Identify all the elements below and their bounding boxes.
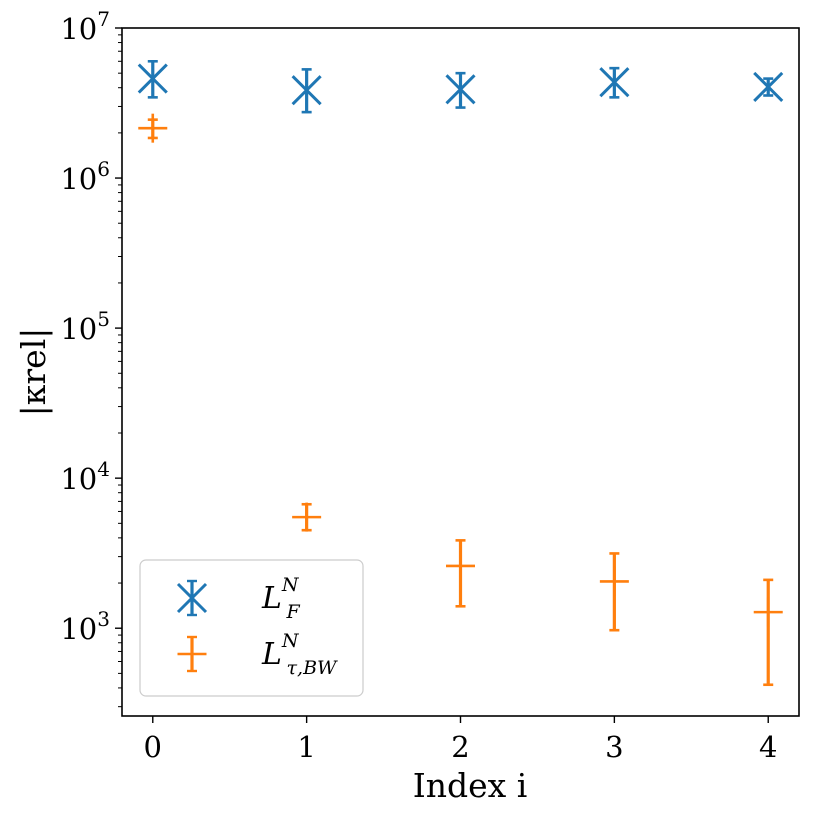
data-point-series-1 (292, 502, 322, 532)
y-tick-label: 107 (60, 7, 110, 46)
point-marker-stroke-b (291, 75, 322, 106)
legend-entry-series-0: LN F (176, 574, 301, 623)
data-point-series-1 (138, 113, 168, 143)
data-point-series-0 (291, 75, 322, 106)
legend-entry-series-1: LN τ,BW (177, 630, 338, 679)
legend-marker-stroke-b (176, 582, 208, 614)
point-marker-stroke-b (445, 74, 476, 105)
x-tick-label: 3 (605, 730, 623, 764)
data-point-series-0 (137, 63, 168, 94)
legend-label: LN τ,BW (261, 630, 338, 679)
y-tick-label: 105 (60, 307, 110, 346)
y-tick-label: 103 (60, 607, 110, 646)
legend-label: LN F (261, 574, 301, 623)
data-point-series-1 (446, 551, 475, 581)
series-0 (137, 59, 784, 114)
point-marker-stroke-b (753, 71, 784, 102)
point-marker-stroke-b (137, 63, 168, 94)
y-axis-title: |κrel| (14, 328, 53, 417)
data-point-series-0 (445, 74, 476, 105)
point-marker-stroke-b (599, 67, 630, 98)
data-point-series-0 (599, 67, 630, 98)
data-point-series-1 (753, 597, 783, 627)
legend: LN F LN τ,BW (139, 559, 364, 697)
x-tick-label: 1 (297, 730, 315, 764)
x-axis-title: Index i (413, 766, 528, 805)
series-1 (138, 113, 783, 687)
data-point-series-0 (753, 71, 784, 102)
x-tick-label: 4 (759, 730, 777, 764)
x-tick-label: 2 (451, 730, 469, 764)
plot-marks (137, 59, 784, 687)
y-axis-ticks: 103 104 105 106 107 (60, 7, 122, 708)
y-tick-label: 106 (60, 157, 110, 196)
x-tick-label: 0 (144, 730, 162, 764)
data-point-series-1 (599, 566, 629, 596)
y-tick-label: 104 (60, 457, 110, 496)
x-axis-ticks: 0 1 2 3 4 (144, 716, 777, 764)
